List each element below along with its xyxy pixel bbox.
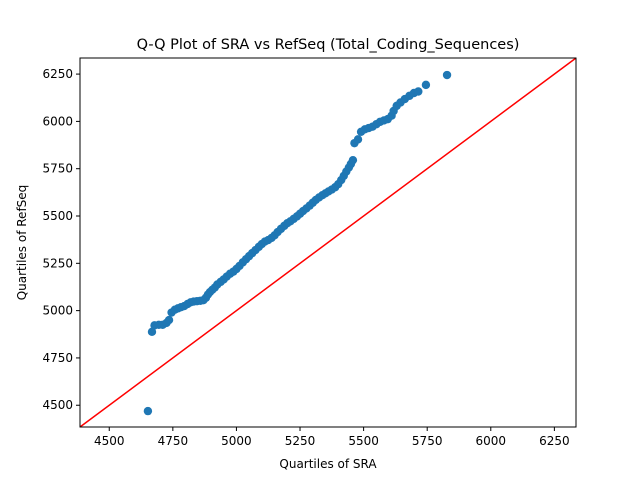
data-point [421,80,431,90]
x-axis-label: Quartiles of SRA [279,457,377,471]
data-point [164,315,174,325]
x-tick-label: 6000 [476,434,507,448]
y-tick-label: 5000 [42,304,73,318]
points-layer [143,70,452,416]
y-tick-label: 5750 [42,162,73,176]
reference-line-layer [79,57,577,428]
data-point [414,87,423,96]
data-point [353,135,363,144]
x-tick-label: 4500 [94,434,125,448]
x-tick-label: 5500 [348,434,379,448]
y-tick-label: 4750 [42,351,73,365]
data-point [348,155,358,165]
x-tick-label: 4750 [158,434,189,448]
y-tick-label: 6250 [42,67,73,81]
reference-line [79,57,577,428]
y-tick-label: 5250 [42,256,73,270]
data-point [143,406,153,416]
x-tick-label: 5000 [221,434,252,448]
y-axis-label: Quartiles of RefSeq [15,185,29,301]
data-point [442,70,452,80]
chart-title: Q-Q Plot of SRA vs RefSeq (Total_Coding_… [137,37,520,53]
x-tick-label: 6250 [539,434,570,448]
ticks-layer: 4500 4750 5000 5250 5500 5750 6000 6250 4500 4750… [42,67,569,448]
y-tick-label: 6000 [42,114,73,128]
y-tick-label: 4500 [42,398,73,412]
plot-border [79,57,577,428]
x-tick-label: 5750 [412,434,443,448]
y-tick-label: 5500 [42,209,73,223]
x-tick-label: 5250 [285,434,316,448]
data-point [147,327,157,337]
